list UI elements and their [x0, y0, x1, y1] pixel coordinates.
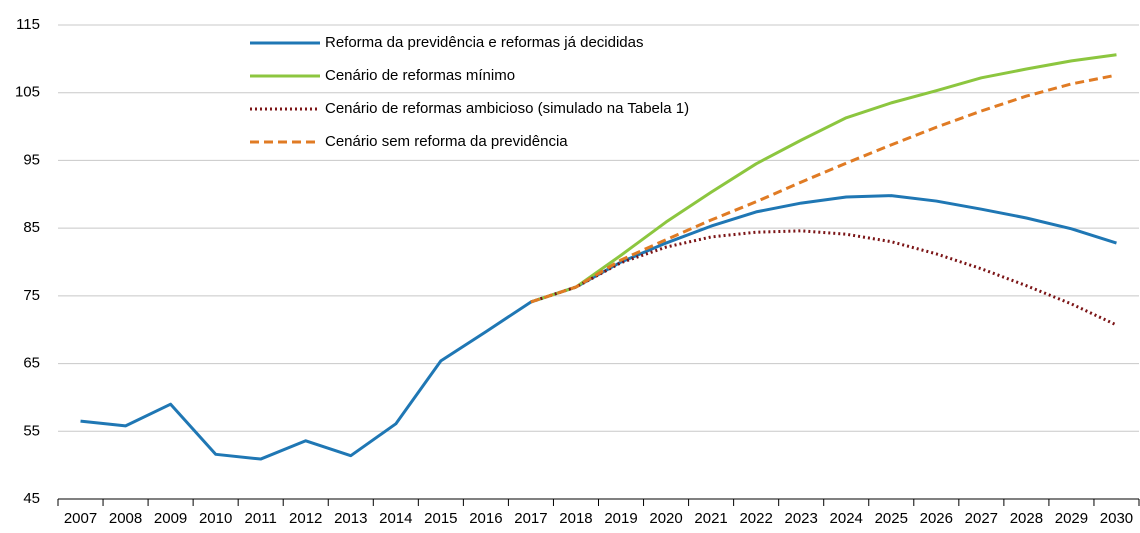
- x-tick-label: 2027: [965, 510, 998, 527]
- x-tick-label: 2017: [514, 510, 547, 527]
- x-tick-label: 2019: [604, 510, 637, 527]
- y-tick-label: 95: [23, 151, 40, 168]
- y-tick-label: 65: [23, 355, 40, 372]
- x-tick-label: 2014: [379, 510, 412, 527]
- x-tick-label: 2010: [199, 510, 232, 527]
- x-tick-label: 2020: [649, 510, 682, 527]
- x-tick-label: 2013: [334, 510, 367, 527]
- legend-label: Cenário sem reforma da previdência: [325, 133, 568, 150]
- legend-label: Cenário de reformas mínimo: [325, 67, 515, 84]
- y-tick-label: 105: [15, 84, 40, 101]
- x-tick-label: 2029: [1055, 510, 1088, 527]
- legend-label: Reforma da previdência e reformas já dec…: [325, 34, 644, 51]
- y-tick-label: 85: [23, 219, 40, 236]
- series-line: [530, 53, 1117, 304]
- series-line: [530, 229, 1118, 327]
- y-tick-label: 55: [23, 422, 40, 439]
- x-tick-label: 2028: [1010, 510, 1043, 527]
- legend-label: Cenário de reformas ambicioso (simulado …: [325, 100, 689, 117]
- x-tick-label: 2011: [245, 510, 277, 527]
- x-tick-label: 2008: [109, 510, 142, 527]
- x-tick-label: 2015: [424, 510, 457, 527]
- x-tick-label: 2030: [1100, 510, 1133, 527]
- x-tick-label: 2024: [830, 510, 863, 527]
- x-tick-label: 2021: [694, 510, 727, 527]
- y-tick-label: 45: [23, 490, 40, 507]
- x-tick-label: 2026: [920, 510, 953, 527]
- series-line: [80, 194, 1117, 461]
- y-tick-label: 115: [16, 16, 40, 33]
- x-tick-label: 2025: [875, 510, 908, 527]
- y-tick-label: 75: [23, 287, 40, 304]
- x-tick-label: 2023: [785, 510, 818, 527]
- x-tick-label: 2012: [289, 510, 322, 527]
- x-tick-label: 2009: [154, 510, 187, 527]
- x-tick-label: 2007: [64, 510, 97, 527]
- x-tick-label: 2022: [739, 510, 772, 527]
- x-tick-label: 2016: [469, 510, 502, 527]
- x-tick-label: 2018: [559, 510, 592, 527]
